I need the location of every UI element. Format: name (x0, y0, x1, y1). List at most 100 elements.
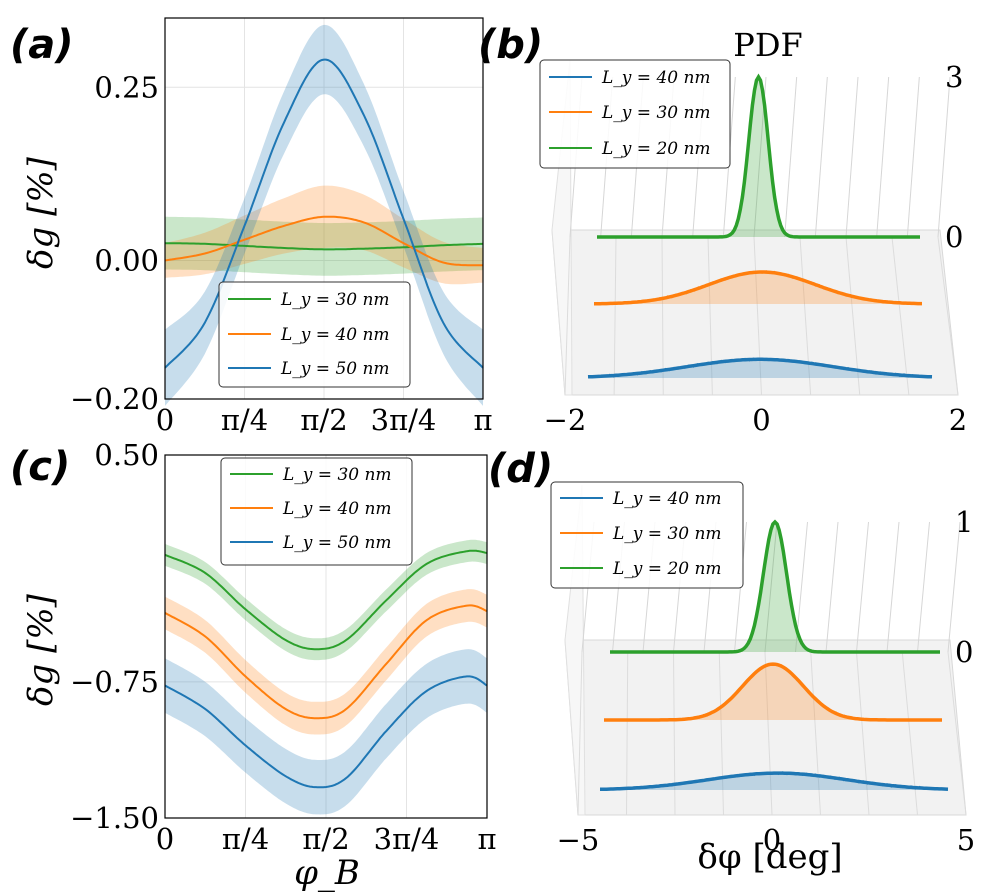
chart-c-legend-box (220, 457, 413, 566)
a-xtick-4: π (473, 403, 492, 437)
d-wallgrid-8 (825, 521, 839, 653)
chart-b-legend-label-3: L_y = 20 nm (601, 139, 711, 159)
chart-b-xticks: −2 0 2 (544, 403, 968, 437)
chart-a-legend-box (218, 281, 411, 388)
a-xtick-3: 3π/4 (371, 403, 437, 437)
b-wallgrid-10 (876, 76, 890, 238)
chart-b-title: PDF (733, 26, 802, 64)
chart-b-legend: L_y = 40 nm L_y = 30 nm L_y = 20 nm (539, 59, 731, 169)
chart-a-ylabel: δg [%] (21, 156, 61, 269)
c-series-line-0 (164, 549, 488, 651)
chart-c-ylabel: δg [%] (21, 593, 61, 706)
chart-d-legend-label-1: L_y = 40 nm (612, 489, 722, 509)
d-floorgrid-0 (577, 651, 583, 816)
d-xtick-1: 0 (763, 823, 781, 857)
b-wallgrid-7 (784, 76, 798, 238)
panel-label-a: (a) (10, 22, 74, 68)
b-floorgrid-7 (891, 236, 910, 396)
chart-a-legend-label-3: L_y = 50 nm (280, 359, 390, 379)
a-series-line-1 (164, 215, 484, 267)
b-floorgrid-0 (564, 236, 571, 396)
chart-c-yticks: −1.50 −0.75 0.50 (70, 438, 159, 835)
b-pdf-curve-2 (587, 357, 933, 379)
chart-b-legend-label-2: L_y = 30 nm (601, 103, 711, 123)
panel-label-b: (b) (478, 22, 543, 68)
d-pdf-curve-1 (604, 662, 942, 722)
a-xtick-2: π/2 (300, 403, 347, 437)
b-wallgrid-9 (845, 76, 859, 238)
d-xtick-0: −5 (557, 823, 600, 857)
chart-d-legend-label-2: L_y = 30 nm (612, 524, 722, 544)
c-xtick-2: π/2 (302, 822, 349, 856)
a-xtick-1: π/4 (221, 403, 268, 437)
d-pdf-fill-0 (610, 522, 940, 652)
chart-b-curves (587, 73, 933, 379)
chart-d-xlabel: δφ [deg] (697, 837, 842, 877)
chart-d: −5 0 5 01 δφ [deg] L_y = 40 nm L_y = 30 nm… (550, 481, 975, 877)
c-ytick-1: −0.75 (70, 665, 159, 699)
chart-a-legend-label-1: L_y = 30 nm (280, 290, 390, 310)
b-wallgrid-11 (906, 76, 920, 238)
b-floorgrid-3 (707, 236, 713, 396)
a-series-line-2 (164, 58, 484, 369)
b-ztick-1: 3 (945, 60, 963, 94)
d-pdf-curve-0 (610, 519, 940, 654)
chart-c-lines (164, 549, 488, 789)
chart-c-legend-label-1: L_y = 30 nm (282, 465, 392, 485)
chart-a: 0 π/4 π/2 3π/4 π −0.20 0.00 0.25 δg [%] L_y = … (21, 17, 493, 437)
chart-a-frame (164, 17, 484, 400)
b-floorgrid-4 (753, 236, 762, 396)
chart-a-xticks: 0 π/4 π/2 3π/4 π (156, 403, 493, 437)
chart-c-legend-label-3: L_y = 50 nm (282, 533, 392, 553)
b-floorgrid-5 (799, 236, 812, 396)
a-series-line-0 (164, 242, 484, 251)
d-ztick-1: 1 (955, 505, 973, 539)
d-pdf-fill-1 (604, 664, 942, 720)
chart-a-yticks: −0.20 0.00 0.25 (70, 70, 159, 416)
a-ytick-0: −0.20 (70, 382, 159, 416)
chart-d-legend-box (550, 481, 744, 589)
d-floorgrid-2 (673, 651, 676, 816)
chart-c-bands (165, 539, 487, 815)
d-floorgrid-3 (718, 651, 724, 816)
b-xtick-1: 0 (752, 403, 770, 437)
chart-b: PDF −2 0 2 0 3 L_y = 40 nm L_y = 30 nm L_y … (539, 26, 968, 437)
chart-c-frame (164, 454, 488, 819)
chart-a-legend-label-2: L_y = 40 nm (280, 325, 390, 345)
b-pdf-curve-0 (597, 73, 920, 239)
chart-c-legend: L_y = 30 nm L_y = 40 nm L_y = 50 nm (220, 457, 413, 566)
d-xtick-2: 5 (957, 823, 975, 857)
chart-c-xlabel: φ_B (294, 853, 360, 892)
d-wallgrid-11 (917, 521, 930, 653)
a-band-1 (165, 185, 483, 285)
c-ytick-2: 0.50 (94, 438, 159, 472)
panel-label-d: (d) (488, 446, 553, 492)
c-series-line-2 (164, 675, 488, 789)
b-floorgrid-1 (613, 236, 617, 396)
d-wallgrid-9 (856, 521, 869, 653)
chart-a-legend: L_y = 30 nm L_y = 40 nm L_y = 50 nm (218, 281, 411, 388)
chart-d-curves (600, 519, 949, 792)
c-xtick-3: 3π/4 (374, 822, 440, 856)
a-xtick-0: 0 (156, 403, 174, 437)
chart-a-bands (165, 24, 483, 406)
c-series-line-1 (164, 604, 488, 720)
chart-d-legend-label-3: L_y = 20 nm (612, 559, 722, 579)
chart-b-legend-box (539, 59, 731, 169)
chart-c: 0 π/4 π/2 3π/4 π −1.50 −0.75 0.50 δg [%] φ_B L… (21, 438, 497, 892)
chart-d-zticks: 01 (955, 505, 973, 669)
c-band-2 (165, 649, 487, 815)
c-xtick-0: 0 (156, 822, 174, 856)
c-ytick-0: −1.50 (70, 801, 159, 835)
chart-c-legend-label-2: L_y = 40 nm (282, 499, 392, 519)
d-floorgrid-8 (947, 651, 967, 816)
panel-label-c: (c) (10, 444, 70, 490)
b-wallgrid-8 (814, 76, 828, 238)
b-ztick-0: 0 (945, 220, 963, 254)
c-band-0 (165, 539, 487, 661)
d-wallgrid-12 (947, 521, 961, 653)
b-pdf-fill-2 (588, 359, 932, 378)
d-pdf-fill-2 (600, 773, 948, 790)
a-ytick-2: 0.25 (94, 70, 159, 104)
